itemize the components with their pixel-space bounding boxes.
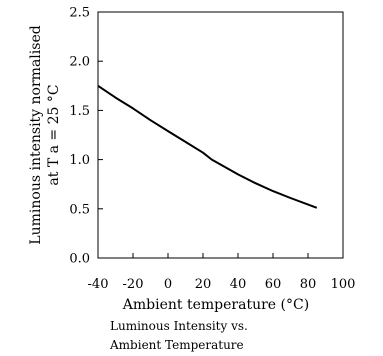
y-tick-label: 0.5 — [69, 202, 90, 217]
x-tick-label: 40 — [230, 277, 247, 292]
series-line — [97, 84, 318, 209]
caption-line-1: Luminous Intensity vs. — [110, 319, 248, 333]
y-axis-title-line-1: Luminous intensity normalised — [28, 25, 44, 244]
y-tick-label: 1.5 — [69, 104, 90, 119]
x-tick-label: 100 — [331, 277, 356, 292]
x-tick-label: -40 — [88, 277, 109, 292]
series-group — [97, 84, 318, 209]
y-tick-label: 2.0 — [69, 55, 90, 70]
y-axis-title-line-2: at T a = 25 °C — [46, 84, 62, 185]
caption-line-2: Ambient Temperature — [109, 338, 244, 352]
x-axis: -40 -20 0 20 40 60 80 100 — [88, 253, 356, 292]
x-tick-label: 60 — [265, 277, 282, 292]
plot-frame — [97, 11, 344, 259]
y-tick-label: 2.5 — [69, 6, 90, 21]
x-tick-label: 80 — [300, 277, 317, 292]
y-axis: 0.0 0.5 1.0 1.5 2.0 2.5 — [69, 6, 103, 267]
x-tick-label: 0 — [164, 277, 172, 292]
plot-area — [97, 11, 344, 259]
y-tick-label: 1.0 — [69, 153, 90, 168]
x-tick-label: 20 — [195, 277, 212, 292]
y-tick-label: 0.0 — [69, 252, 90, 267]
x-tick-label: -20 — [123, 277, 144, 292]
x-axis-title: Ambient temperature (°C) — [122, 297, 309, 313]
